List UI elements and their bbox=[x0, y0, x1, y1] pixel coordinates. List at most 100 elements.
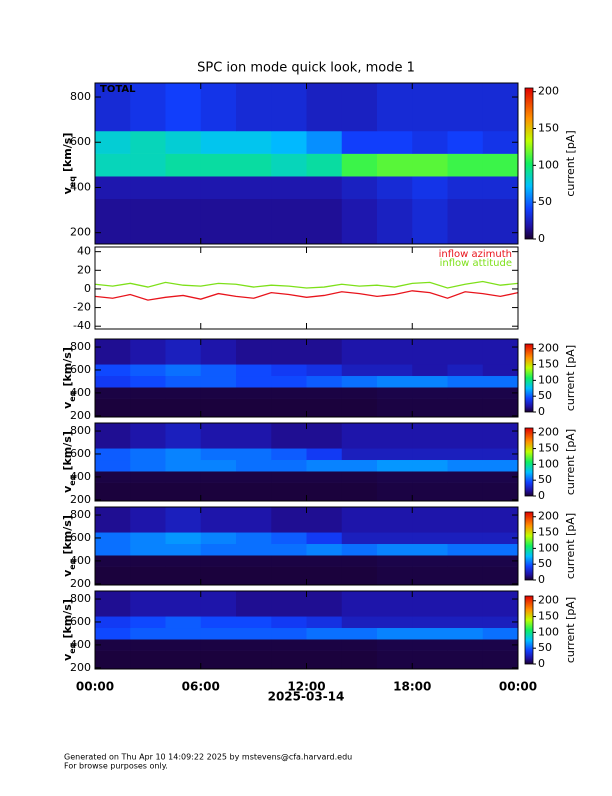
heatmap-cell bbox=[412, 555, 448, 567]
heatmap-cell bbox=[236, 387, 272, 399]
colorbar-label: current [pA] bbox=[564, 429, 577, 495]
heatmap-cell bbox=[200, 627, 237, 640]
heatmap-cell bbox=[482, 198, 519, 245]
heatmap-cell bbox=[341, 398, 378, 418]
heatmap-cell bbox=[341, 482, 378, 502]
heatmap-cell bbox=[130, 375, 166, 388]
heatmap-cell bbox=[482, 591, 519, 617]
y-label-part: [km/s] bbox=[61, 515, 74, 554]
heatmap-cell bbox=[200, 176, 237, 200]
legend-entry: inflow azimuth bbox=[439, 249, 512, 260]
heatmap-cell bbox=[377, 423, 413, 449]
x-tick-label: 00:00 bbox=[499, 680, 537, 694]
heatmap-cell bbox=[482, 364, 519, 377]
heatmap-cell bbox=[200, 639, 237, 651]
heatmap-cell bbox=[95, 650, 131, 670]
heatmap-cell bbox=[377, 198, 413, 245]
heatmap-cell bbox=[306, 627, 343, 640]
colorbar bbox=[524, 87, 534, 240]
y-tick-label: 800 bbox=[70, 90, 91, 103]
y-tick-label: 800 bbox=[70, 340, 91, 353]
heatmap-cell bbox=[236, 339, 272, 365]
heatmap-cell bbox=[165, 83, 202, 132]
heatmap-cell bbox=[200, 507, 237, 533]
heatmap-cell bbox=[341, 566, 378, 586]
y-label: veq [km/s] bbox=[61, 515, 77, 577]
heatmap-cell bbox=[447, 448, 484, 461]
y-tick-label: 800 bbox=[70, 424, 91, 437]
heatmap-cell bbox=[412, 198, 448, 245]
heatmap-cell bbox=[200, 532, 237, 545]
heatmap-cell bbox=[482, 339, 519, 365]
heatmap-cell bbox=[447, 364, 484, 377]
heatmap-cell bbox=[271, 616, 307, 629]
heatmap-cell bbox=[236, 364, 272, 377]
heatmap-cell bbox=[200, 650, 237, 670]
heatmap-cell bbox=[130, 153, 166, 177]
heatmap-cell bbox=[165, 471, 202, 483]
colorbar-tick-label: 100 bbox=[538, 158, 559, 171]
heatmap-cell bbox=[482, 627, 519, 640]
heatmap-cell bbox=[271, 423, 307, 449]
heatmap-cell bbox=[482, 566, 519, 586]
y-tick-label: 600 bbox=[70, 531, 91, 544]
heatmap-cell bbox=[271, 566, 307, 586]
footer: Generated on Thu Apr 10 14:09:22 2025 by… bbox=[64, 753, 352, 762]
y-tick-label: 0 bbox=[84, 282, 91, 295]
heatmap-cell bbox=[341, 507, 378, 533]
heatmap-cell bbox=[95, 130, 131, 154]
heatmap-cell bbox=[236, 130, 272, 154]
heatmap-cell bbox=[482, 532, 519, 545]
y-tick-label: 400 bbox=[70, 638, 91, 651]
y-label-part: [km/s] bbox=[61, 133, 74, 172]
heatmap-cell bbox=[447, 471, 484, 483]
heatmap-cell bbox=[236, 555, 272, 567]
heatmap-cell bbox=[165, 387, 202, 399]
heatmap-cell bbox=[95, 176, 131, 200]
heatmap-cell bbox=[95, 616, 131, 629]
heatmap-cell bbox=[165, 639, 202, 651]
y-label-part: eq bbox=[68, 390, 77, 401]
heatmap-cell bbox=[447, 198, 484, 245]
heatmap-cell bbox=[200, 83, 237, 132]
heatmap-cell bbox=[165, 459, 202, 472]
y-tick-label: 800 bbox=[70, 592, 91, 605]
y-tick-label: 20 bbox=[77, 263, 91, 276]
x-tick-label: 12:00 bbox=[287, 680, 325, 694]
heatmap-cell bbox=[165, 423, 202, 449]
heatmap-cell bbox=[341, 532, 378, 545]
heatmap-cell bbox=[130, 339, 166, 365]
heatmap-cell bbox=[341, 198, 378, 245]
x-tick-label: 06:00 bbox=[182, 680, 220, 694]
heatmap-cell bbox=[377, 639, 413, 651]
heatmap-cell bbox=[412, 627, 448, 640]
heatmap-cell bbox=[447, 375, 484, 388]
y-label: veq [km/s] bbox=[61, 599, 77, 661]
colorbar-tick-label: 150 bbox=[538, 526, 559, 539]
heatmap-cell bbox=[412, 448, 448, 461]
heatmap-cell bbox=[447, 387, 484, 399]
heatmap-cell bbox=[377, 507, 413, 533]
heatmap-cell bbox=[130, 398, 166, 418]
heatmap-cell bbox=[95, 375, 131, 388]
heatmap-cell bbox=[200, 387, 237, 399]
heatmap-cell bbox=[271, 650, 307, 670]
heatmap-cell bbox=[130, 448, 166, 461]
colorbar-tick-label: 0 bbox=[538, 489, 545, 502]
heatmap-cell bbox=[200, 448, 237, 461]
heatmap-cell bbox=[482, 639, 519, 651]
heatmap-cell bbox=[482, 482, 519, 502]
heatmap-cell bbox=[236, 153, 272, 177]
y-label-part: v bbox=[61, 186, 74, 194]
heatmap-cell bbox=[95, 387, 131, 399]
heatmap-cell bbox=[130, 627, 166, 640]
heatmap-cell bbox=[306, 543, 343, 556]
heatmap-cell bbox=[447, 616, 484, 629]
heatmap-cell bbox=[165, 507, 202, 533]
heatmap-cell bbox=[200, 375, 237, 388]
heatmap-cell bbox=[377, 627, 413, 640]
heatmap-cell bbox=[447, 591, 484, 617]
heatmap-cell bbox=[341, 591, 378, 617]
heatmap-cell bbox=[200, 198, 237, 245]
heatmap-cell bbox=[482, 387, 519, 399]
